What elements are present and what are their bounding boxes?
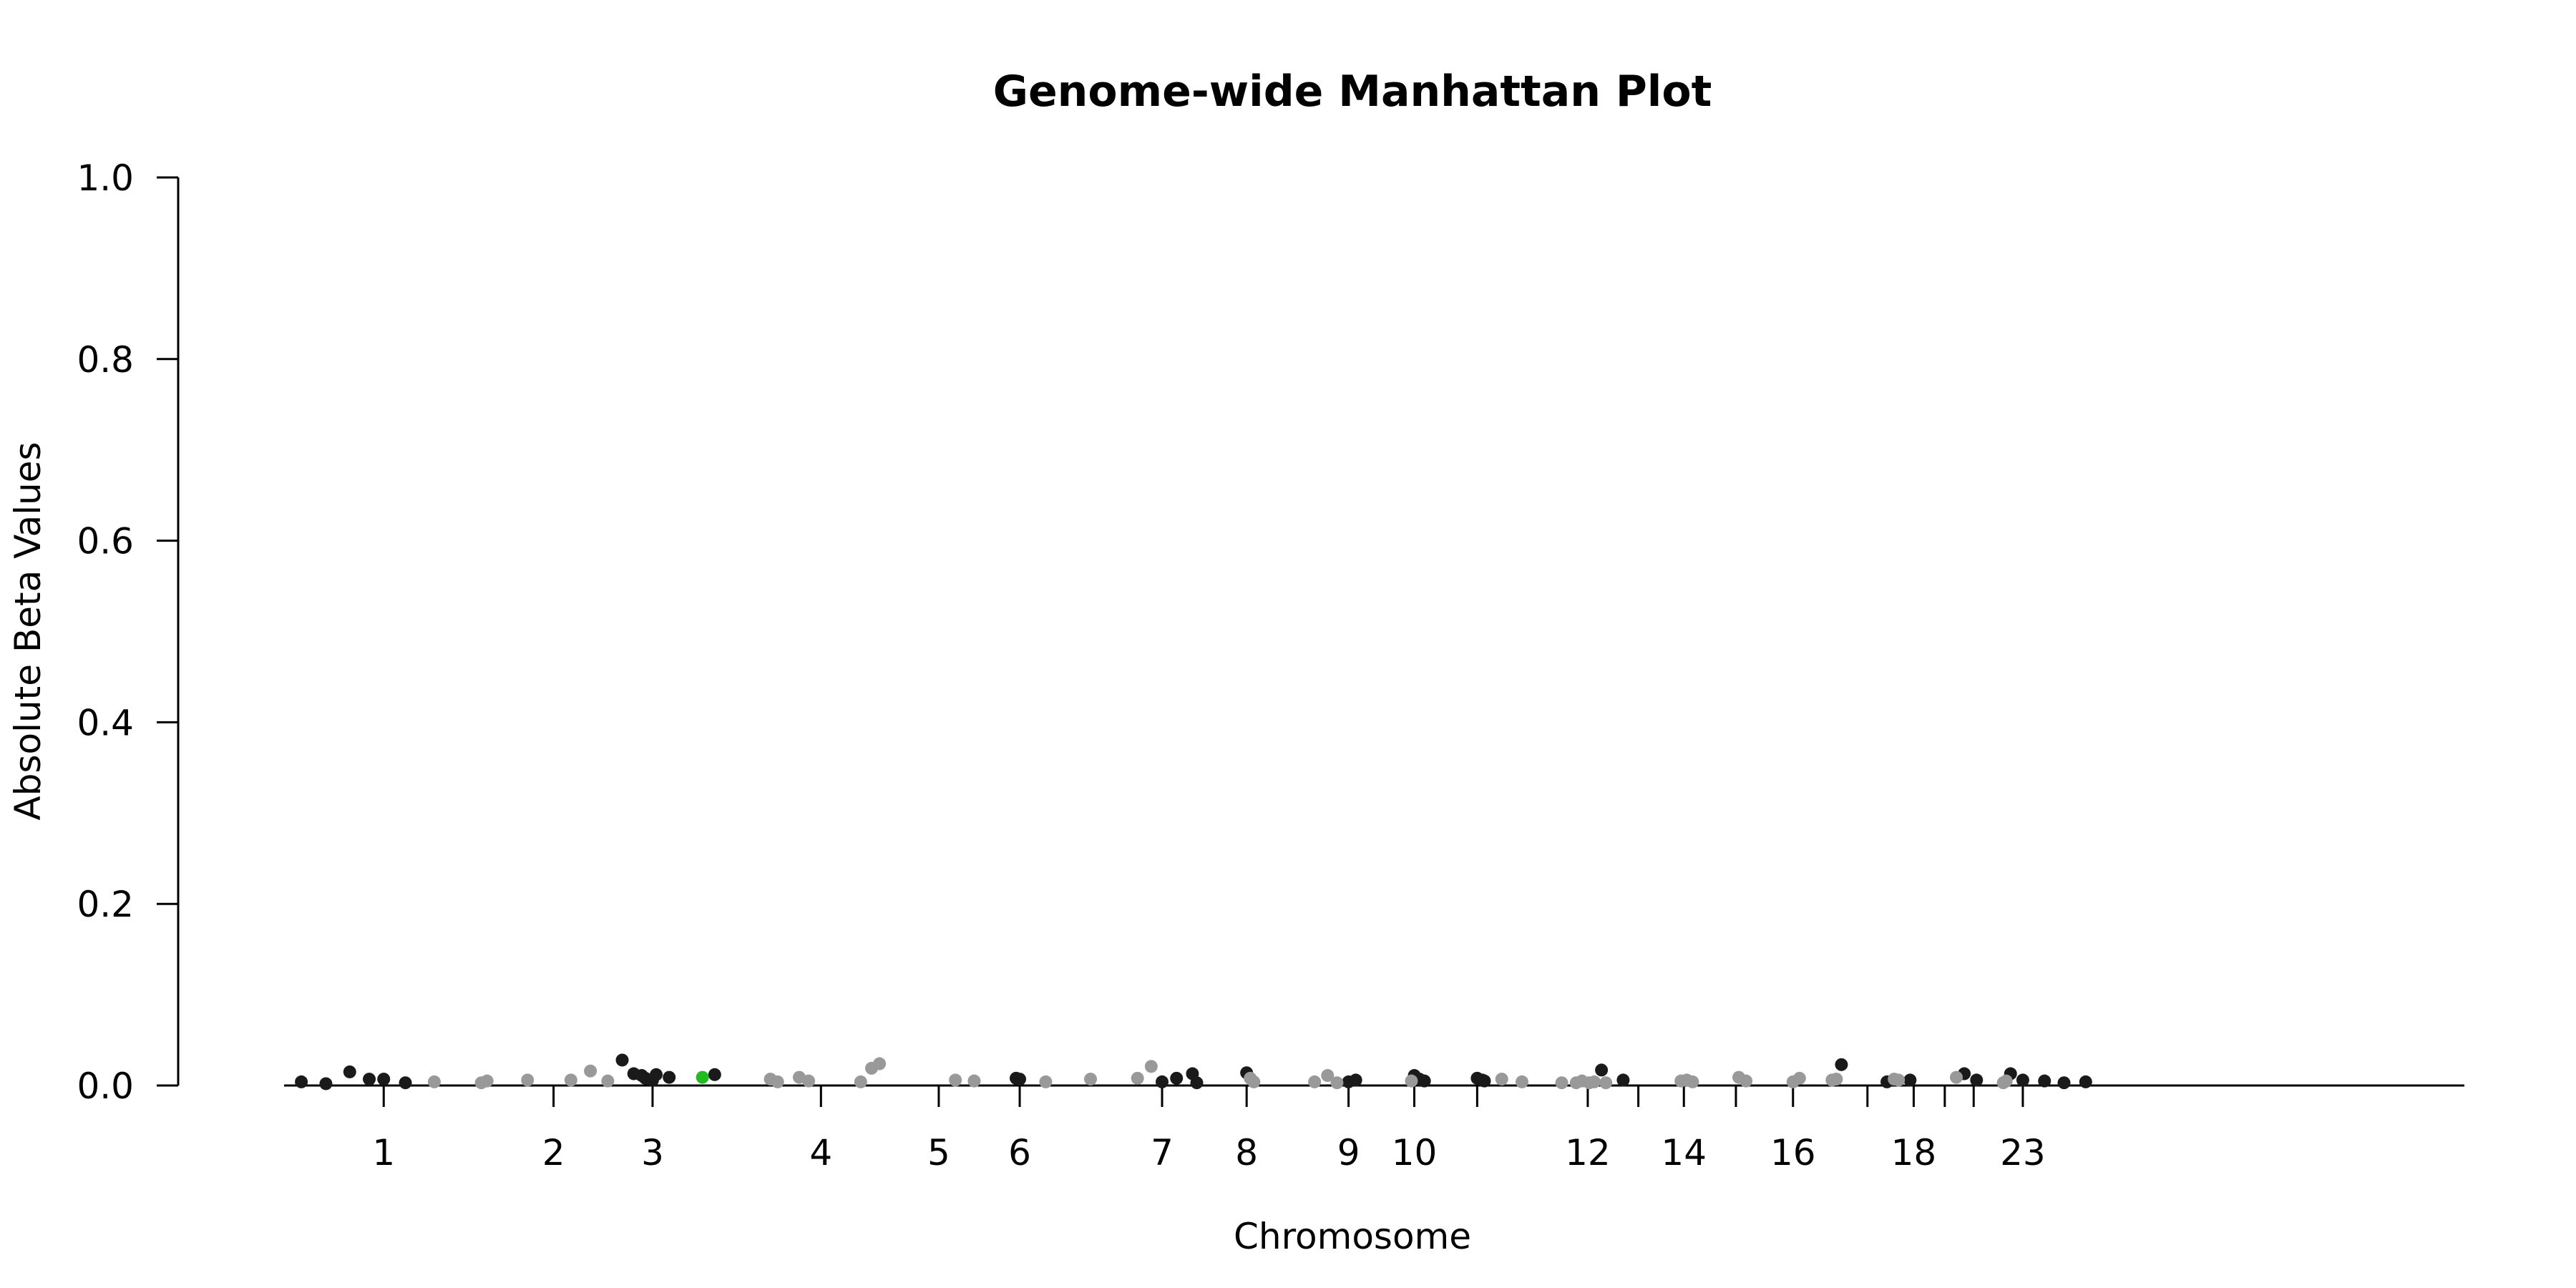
data-point	[1170, 1071, 1184, 1085]
x-tick-label: 8	[1235, 1132, 1258, 1174]
data-point	[1405, 1074, 1418, 1088]
data-point	[1349, 1073, 1362, 1087]
data-point	[1999, 1074, 2013, 1088]
data-point	[1156, 1075, 1169, 1088]
x-tick-label: 14	[1661, 1132, 1707, 1174]
data-point	[1970, 1073, 1984, 1087]
data-point	[1495, 1073, 1508, 1086]
data-point	[967, 1074, 981, 1088]
x-tick-label: 6	[1008, 1132, 1031, 1174]
data-point	[708, 1068, 721, 1081]
data-point	[2057, 1076, 2071, 1090]
x-tick-label: 3	[641, 1132, 664, 1174]
data-point	[1830, 1073, 1843, 1086]
data-point	[480, 1074, 494, 1088]
data-point	[696, 1070, 709, 1084]
data-point	[601, 1074, 615, 1088]
data-point	[1740, 1074, 1753, 1088]
x-tick-label: 4	[809, 1132, 832, 1174]
x-tick-label: 10	[1392, 1132, 1438, 1174]
y-axis-label: Absolute Beta Values	[7, 442, 49, 821]
data-point	[1131, 1071, 1144, 1085]
data-point	[399, 1076, 412, 1090]
data-point	[1190, 1076, 1204, 1090]
x-tick-label: 1	[372, 1132, 395, 1174]
x-axis-label: Chromosome	[1234, 1216, 1471, 1257]
data-point	[377, 1073, 391, 1086]
x-tick-label: 16	[1770, 1132, 1816, 1174]
data-point	[1478, 1074, 1491, 1088]
data-point	[771, 1075, 784, 1088]
x-tick-label: 2	[542, 1132, 565, 1174]
x-tick-label: 18	[1891, 1132, 1937, 1174]
data-point	[1903, 1073, 1917, 1087]
data-point	[295, 1075, 308, 1088]
data-point	[343, 1065, 356, 1078]
data-point	[1308, 1075, 1322, 1088]
data-point	[1144, 1060, 1158, 1073]
x-axis-ticks: 1 2 3 4 5 6 7 8 9 10 12 14 16 18 23	[372, 1085, 2046, 1174]
data-point	[1950, 1070, 1963, 1084]
y-tick-label: 0.6	[77, 521, 134, 562]
data-point	[363, 1073, 376, 1086]
y-tick-label: 0.2	[77, 884, 134, 925]
data-point	[1595, 1063, 1609, 1077]
data-point	[1588, 1075, 1601, 1088]
data-point	[1418, 1074, 1431, 1088]
data-point	[949, 1073, 962, 1087]
data-point	[319, 1077, 333, 1091]
data-point	[1013, 1073, 1027, 1086]
data-point	[564, 1073, 577, 1087]
data-point	[1555, 1076, 1568, 1090]
data-point	[1247, 1075, 1261, 1088]
data-point	[521, 1073, 535, 1087]
data-point	[1516, 1075, 1528, 1088]
data-point	[1599, 1076, 1613, 1090]
data-point	[1892, 1073, 1906, 1087]
data-point	[2038, 1074, 2051, 1088]
data-point	[2079, 1075, 2092, 1088]
data-point	[1039, 1075, 1053, 1088]
data-point	[1616, 1073, 1630, 1087]
data-point	[2016, 1073, 2029, 1087]
x-tick-label: 23	[2000, 1132, 2046, 1174]
x-tick-label: 9	[1337, 1132, 1360, 1174]
x-tick-label: 7	[1151, 1132, 1174, 1174]
x-tick-label: 12	[1565, 1132, 1611, 1174]
data-point	[1792, 1071, 1806, 1085]
data-point	[427, 1075, 441, 1088]
data-points	[295, 1053, 2092, 1091]
data-point	[854, 1075, 867, 1088]
data-point	[1686, 1075, 1699, 1088]
y-tick-label: 0.4	[77, 702, 134, 743]
data-point	[1330, 1076, 1344, 1090]
data-point	[650, 1068, 663, 1081]
data-point	[615, 1053, 629, 1067]
y-tick-label: 0.8	[77, 339, 134, 381]
data-point	[1321, 1069, 1335, 1083]
data-point	[584, 1064, 597, 1078]
data-point	[1835, 1058, 1848, 1071]
y-tick-label: 1.0	[77, 157, 134, 199]
data-point	[873, 1057, 887, 1070]
chart-title: Genome-wide Manhattan Plot	[993, 67, 1712, 117]
y-tick-label: 0.0	[77, 1065, 134, 1107]
data-point	[663, 1070, 676, 1084]
x-tick-label: 5	[927, 1132, 950, 1174]
y-axis-ticks: 0.0 0.2 0.4 0.6 0.8 1.0	[77, 157, 178, 1107]
data-point	[1084, 1073, 1098, 1086]
data-point	[802, 1074, 816, 1088]
